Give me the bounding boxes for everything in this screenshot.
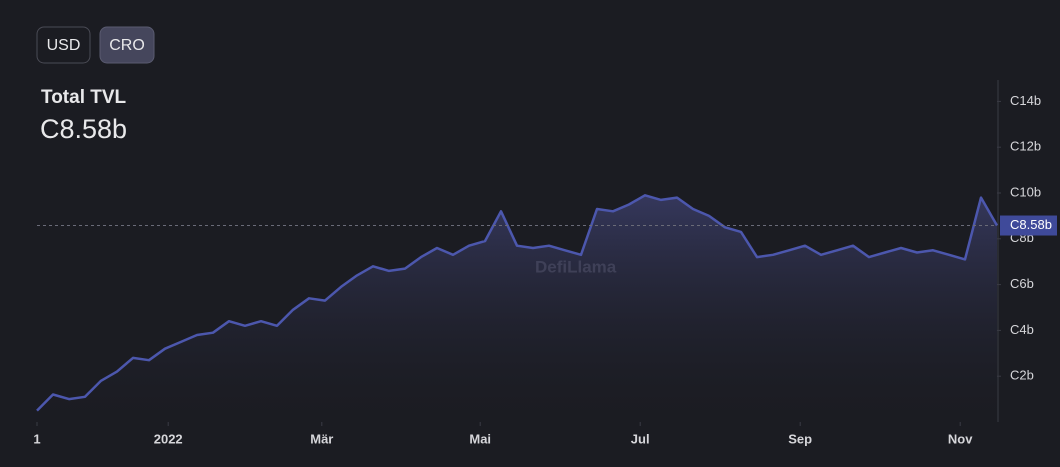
x-tick-label: 2022 [154, 431, 183, 446]
y-tick-label: C2b [1010, 368, 1034, 383]
current-value-marker [1000, 215, 1057, 236]
x-tick-label: 1 [33, 431, 40, 446]
x-tick-label: Jul [631, 431, 650, 446]
y-tick-label: C6b [1010, 276, 1034, 291]
y-tick-label: C10b [1010, 184, 1041, 199]
y-tick-label: C4b [1010, 322, 1034, 337]
y-tick-label: C12b [1010, 139, 1041, 154]
current-value-marker-label: C8.58b [1010, 217, 1052, 232]
cro-button-label[interactable]: CRO [109, 37, 145, 54]
x-tick-label: Mai [469, 431, 491, 446]
tvl-line [36, 194, 999, 412]
usd-button[interactable] [36, 26, 91, 64]
x-tick-label: Sep [788, 431, 812, 446]
cro-button[interactable] [99, 26, 155, 64]
x-tick-label: Mär [310, 431, 333, 446]
x-tick-label: Nov [948, 431, 973, 446]
chart-title: Total TVL [41, 87, 127, 108]
current-value: C8.58b [40, 114, 127, 144]
area-fill [37, 195, 997, 422]
y-tick-label: C14b [1010, 93, 1041, 108]
usd-button-label[interactable]: USD [47, 37, 81, 54]
